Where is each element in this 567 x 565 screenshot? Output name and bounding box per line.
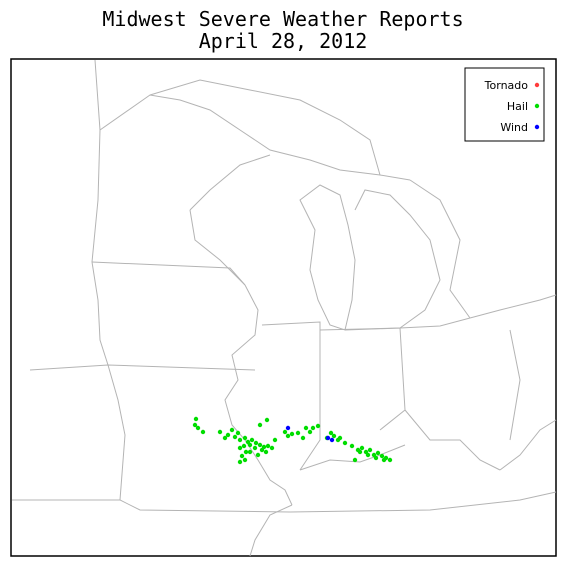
- hail-report: [232, 434, 238, 440]
- hail-report: [225, 432, 231, 438]
- legend-marker: [534, 82, 540, 88]
- hail-report: [365, 452, 371, 458]
- hail-report: [222, 435, 228, 441]
- hail-report: [241, 443, 247, 449]
- title-line-2: April 28, 2012: [199, 29, 368, 53]
- hail-report: [239, 453, 245, 459]
- title-line-1: Midwest Severe Weather Reports: [102, 7, 463, 31]
- hail-report: [295, 430, 301, 436]
- hail-report: [337, 435, 343, 441]
- hail-report: [237, 437, 243, 443]
- hail-report: [193, 416, 199, 422]
- hail-report: [235, 430, 241, 436]
- hail-report: [379, 453, 385, 459]
- hail-report: [192, 422, 198, 428]
- hail-report: [247, 442, 253, 448]
- legend-label: Hail: [507, 100, 528, 113]
- hail-report: [282, 429, 288, 435]
- hail-report: [303, 425, 309, 431]
- hail-report: [247, 449, 253, 455]
- hail-report: [357, 449, 363, 455]
- hail-report: [217, 429, 223, 435]
- legend-label: Wind: [500, 121, 528, 134]
- hail-report: [249, 437, 255, 443]
- hail-report: [269, 445, 275, 451]
- hail-report: [263, 449, 269, 455]
- wind-report: [329, 437, 335, 443]
- hail-report: [352, 457, 358, 463]
- hail-report: [237, 445, 243, 451]
- hail-report: [257, 442, 263, 448]
- hail-report: [342, 440, 348, 446]
- hail-report: [331, 433, 337, 439]
- wind-report: [325, 435, 331, 441]
- map-frame: [10, 58, 557, 557]
- hail-report: [300, 435, 306, 441]
- legend-marker: [534, 103, 540, 109]
- hail-report: [253, 440, 259, 446]
- hail-report: [257, 422, 263, 428]
- hail-report: [195, 425, 201, 431]
- hail-report: [243, 449, 249, 455]
- hail-report: [259, 447, 265, 453]
- hail-report: [237, 459, 243, 465]
- hail-report: [359, 445, 365, 451]
- hail-report: [272, 437, 278, 443]
- hail-report: [367, 447, 373, 453]
- legend-marker: [534, 124, 540, 130]
- hail-report: [242, 435, 248, 441]
- legend-box: [464, 67, 545, 142]
- hail-report: [200, 429, 206, 435]
- legend-label: Tornado: [484, 79, 529, 92]
- hail-report: [373, 455, 379, 461]
- hail-report: [375, 450, 381, 456]
- report-dots: [192, 416, 393, 465]
- wind-report: [285, 425, 291, 431]
- hail-report: [328, 430, 334, 436]
- map-outlines: [12, 59, 557, 557]
- legend: Tornado Hail Wind: [484, 79, 540, 134]
- hail-report: [264, 417, 270, 423]
- hail-report: [381, 457, 387, 463]
- hail-report: [252, 445, 258, 451]
- hail-report: [242, 457, 248, 463]
- hail-report: [229, 427, 235, 433]
- hail-report: [265, 443, 271, 449]
- hail-report: [315, 423, 321, 429]
- hail-report: [289, 431, 295, 437]
- hail-report: [387, 457, 393, 463]
- hail-report: [255, 452, 261, 458]
- hail-report: [310, 425, 316, 431]
- hail-report: [285, 433, 291, 439]
- hail-report: [349, 443, 355, 449]
- hail-report: [307, 429, 313, 435]
